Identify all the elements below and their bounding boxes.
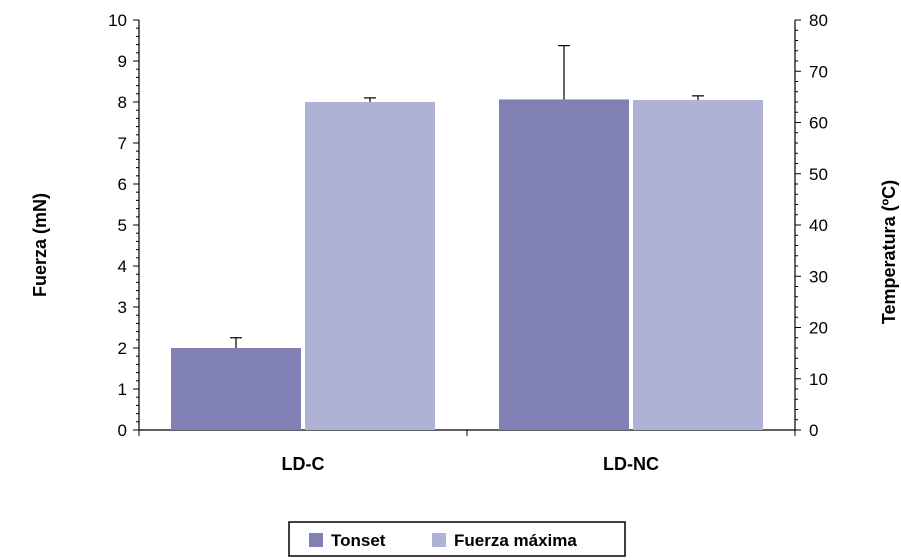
y-right-tick-label: 0	[809, 421, 818, 440]
y-left-tick-label: 0	[118, 421, 127, 440]
y-left-tick-label: 7	[118, 134, 127, 153]
y-left-tick-label: 10	[108, 11, 127, 30]
legend-swatch-tonset	[309, 533, 323, 547]
bar-tonset	[499, 99, 629, 430]
y-right-tick-label: 80	[809, 11, 828, 30]
y-right-tick-label: 10	[809, 370, 828, 389]
y-left-tick-label: 2	[118, 339, 127, 358]
legend-swatch-fuerza-maxima	[432, 533, 446, 547]
y-left-tick-label: 5	[118, 216, 127, 235]
legend-box	[288, 521, 626, 557]
bar-fuerza-maxima	[305, 102, 435, 430]
y-right-axis-title: Temperatura (ºC)	[879, 180, 899, 324]
y-right-tick-label: 70	[809, 62, 828, 81]
y-left-tick-label: 9	[118, 52, 127, 71]
y-right-tick-label: 30	[809, 267, 828, 286]
legend: Tonset Fuerza máxima	[288, 521, 626, 557]
x-category-label: LD-C	[282, 454, 325, 474]
y-right-tick-label: 40	[809, 216, 828, 235]
legend-label-fuerza-maxima: Fuerza máxima	[454, 531, 577, 550]
x-category-label: LD-NC	[603, 454, 659, 474]
y-left-tick-label: 6	[118, 175, 127, 194]
bars	[171, 99, 763, 430]
bar-tonset	[171, 348, 301, 430]
y-left-tick-label: 4	[118, 257, 127, 276]
y-right-tick-label: 60	[809, 114, 828, 133]
y-left-tick-label: 3	[118, 298, 127, 317]
legend-label-tonset: Tonset	[331, 531, 386, 550]
y-left-tick-label: 8	[118, 93, 127, 112]
axis-labels: 0 1 2 3 4 5 6 7 8 9 10 0 10 20 30 40 50 60 70 80 LD-C LD-NC	[108, 11, 828, 474]
error-bars	[230, 45, 704, 348]
y-left-axis-title: Fuerza (mN)	[30, 193, 50, 297]
y-left-tick-label: 1	[118, 380, 127, 399]
y-right-tick-label: 50	[809, 165, 828, 184]
y-right-tick-label: 20	[809, 319, 828, 338]
bar-fuerza-maxima	[633, 99, 763, 430]
